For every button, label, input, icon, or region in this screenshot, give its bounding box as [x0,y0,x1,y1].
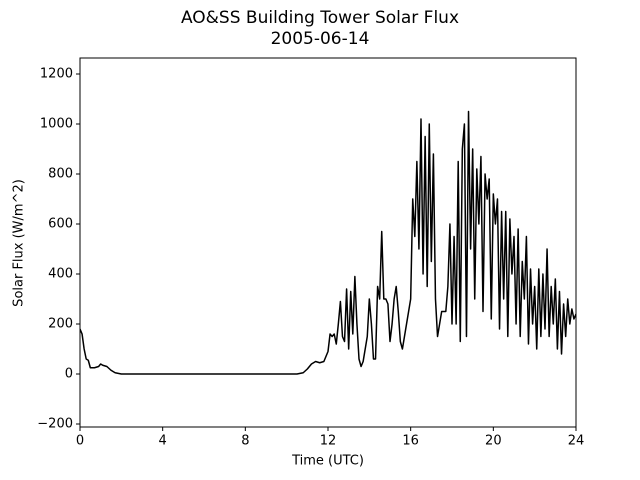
x-tick-label: 0 [76,434,84,449]
data-line [80,110,576,375]
y-tick-label: 200 [48,317,73,332]
plot-frame [79,57,577,428]
x-tick-label: 20 [485,434,502,449]
x-tick-label: 12 [320,434,337,449]
chart-subtitle: 2005-06-14 [271,29,370,49]
y-tick-label: 0 [65,367,73,382]
x-tick-label: 4 [159,434,167,449]
y-tick-label: 1200 [40,67,73,82]
y-tick-label: 800 [48,167,73,182]
y-tick-label: 400 [48,267,73,282]
x-tick-label: 8 [241,434,249,449]
y-tick-label: −200 [37,417,73,432]
x-tick-label: 16 [402,434,419,449]
x-axis-label: Time (UTC) [291,454,364,469]
y-tick-label: 600 [48,217,73,232]
x-tick-label: 24 [568,434,585,449]
y-axis-label: Solar Flux (W/m^2) [12,179,27,307]
y-tick-label: 1000 [40,117,73,132]
chart-title: AO&SS Building Tower Solar Flux [181,8,459,28]
